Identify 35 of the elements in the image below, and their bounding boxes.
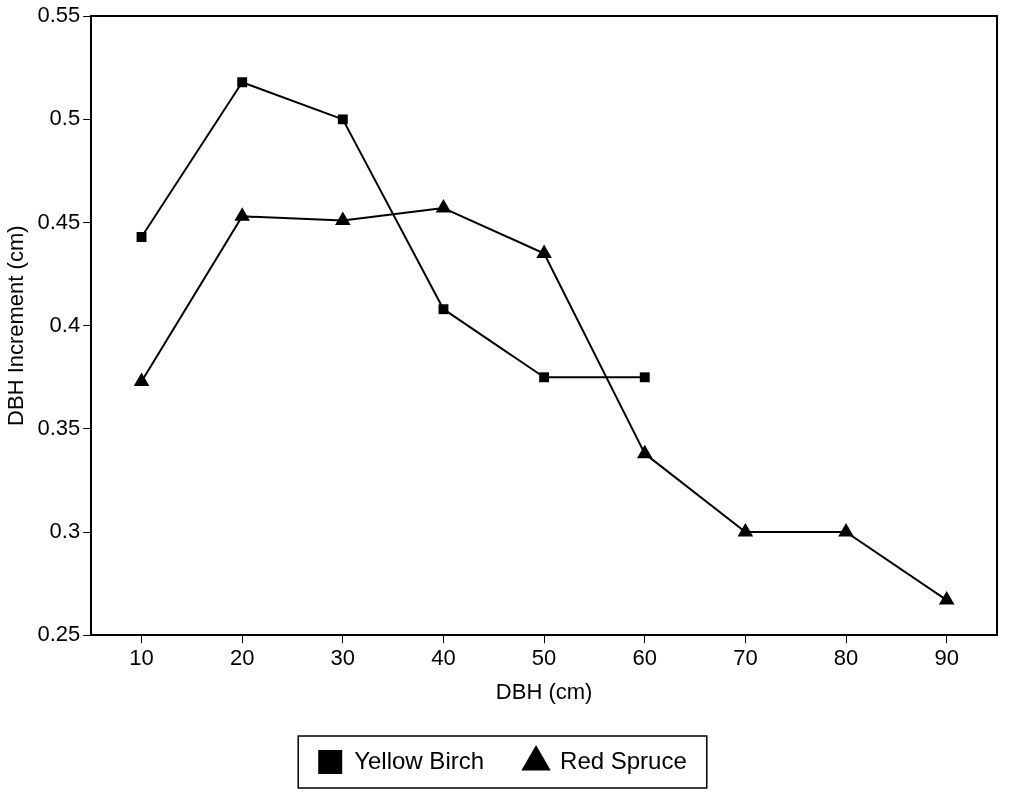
x-tick-label: 10 (129, 645, 154, 671)
point (136, 232, 147, 242)
point (639, 372, 650, 383)
y-tick-label: 0.3 (49, 518, 81, 544)
y-tick-label: 0.45 (37, 208, 81, 234)
point (234, 207, 250, 221)
point (539, 372, 550, 383)
point (838, 523, 854, 537)
x-axis-title: DBH (cm) (495, 678, 593, 704)
y-axis-title: DBH Increment (cm) (3, 225, 29, 426)
point (438, 304, 449, 315)
point (636, 444, 653, 459)
y-tick-label: 0.35 (37, 414, 81, 440)
x-tick-label: 90 (934, 645, 959, 671)
y-tick-label: 0.25 (37, 621, 81, 647)
x-tick-label: 20 (229, 645, 255, 671)
point (335, 211, 351, 225)
point (337, 114, 348, 125)
x-tick-label: 60 (632, 645, 657, 671)
y-tick-label: 0.5 (49, 105, 81, 131)
legend-label: Red Spruce (560, 746, 687, 774)
y-tick-label: 0.55 (37, 2, 81, 28)
x-tick-label: 70 (733, 645, 758, 671)
point (737, 523, 754, 537)
point (536, 244, 552, 258)
x-tick-label: 50 (531, 645, 557, 671)
point (133, 372, 150, 386)
point (435, 199, 452, 213)
x-tick-label: 40 (431, 645, 456, 671)
legend-label: Yellow Birch (354, 746, 485, 774)
y-tick-label: 0.4 (49, 311, 81, 337)
x-tick-label: 30 (330, 645, 356, 671)
x-tick-label: 80 (833, 645, 859, 671)
point (237, 77, 248, 88)
point (938, 591, 955, 605)
